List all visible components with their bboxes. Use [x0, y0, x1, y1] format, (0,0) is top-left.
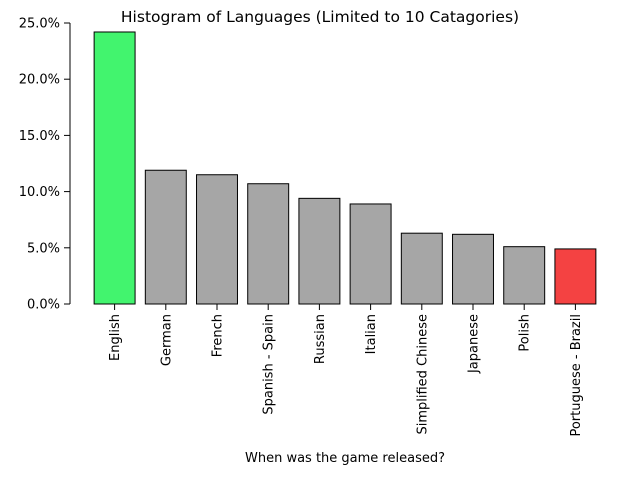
bar-portuguese-brazil	[554, 248, 597, 305]
bar-german	[144, 169, 187, 305]
x-tick-label: Simplified Chinese	[415, 314, 430, 435]
x-tick-label: Portuguese - Brazil	[569, 314, 584, 437]
bar-russian	[298, 197, 341, 305]
x-tick-label: Japanese	[467, 314, 482, 374]
y-tick-label: 15.0%	[19, 129, 60, 144]
bar-english	[93, 31, 136, 305]
y-tick-label: 5.0%	[27, 241, 60, 256]
bar-simplified-chinese	[400, 232, 443, 305]
y-axis-ticks: 0.0% 5.0% 10.0% 15.0% 20.0% 25.0%	[19, 17, 70, 313]
chart-title: Histogram of Languages (Limited to 10 Ca…	[121, 8, 519, 26]
x-axis-label: When was the game released?	[245, 451, 445, 466]
bars-group	[93, 31, 597, 305]
x-tick-label: Spanish - Spain	[262, 314, 277, 415]
bar-japanese	[452, 233, 494, 305]
x-tick-label: German	[159, 314, 174, 366]
x-axis-ticks: English German French Spanish - Spain Russia…	[108, 304, 584, 437]
bar-french	[196, 174, 238, 305]
y-tick-label: 25.0%	[19, 17, 60, 32]
x-tick-label: Polish	[518, 314, 533, 352]
bar-polish	[503, 246, 546, 305]
y-tick-label: 10.0%	[19, 185, 60, 200]
y-tick-label: 20.0%	[19, 73, 60, 88]
x-tick-label: Italian	[364, 314, 379, 354]
bar-spanish-spain	[247, 183, 290, 305]
x-tick-label: French	[211, 314, 226, 357]
bar-italian	[349, 203, 392, 305]
x-tick-label: English	[108, 314, 123, 361]
y-tick-label: 0.0%	[27, 298, 60, 313]
x-tick-label: Russian	[313, 314, 328, 364]
